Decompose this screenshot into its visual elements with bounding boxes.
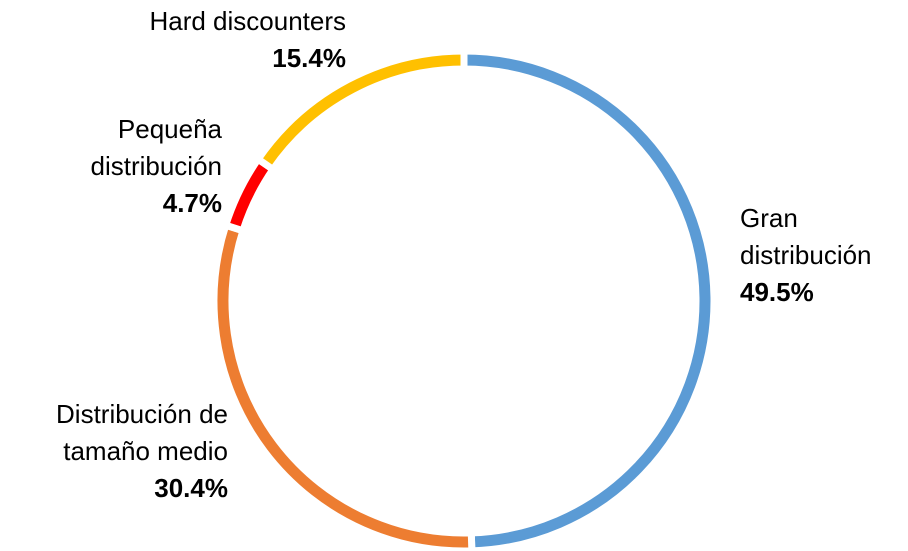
category-label: Gran distribución [740, 203, 872, 270]
value-label: 30.4% [154, 473, 228, 503]
data-label: Hard discounters 15.4% [149, 3, 346, 77]
value-label: 15.4% [272, 43, 346, 73]
data-label: Gran distribución 49.5% [740, 200, 872, 311]
category-label: Distribución de tamaño medio [56, 399, 228, 466]
data-label: Pequeña distribución 4.7% [90, 111, 222, 222]
category-label: Pequeña distribución [90, 114, 222, 181]
donut-segment [221, 154, 278, 236]
donut-segment [210, 220, 476, 551]
donut-segment [253, 47, 468, 175]
data-label: Distribución de tamaño medio 30.4% [56, 396, 228, 507]
category-label: Hard discounters [149, 6, 346, 36]
value-label: 4.7% [162, 188, 222, 218]
donut-segment [460, 47, 718, 551]
value-label: 49.5% [740, 277, 814, 307]
